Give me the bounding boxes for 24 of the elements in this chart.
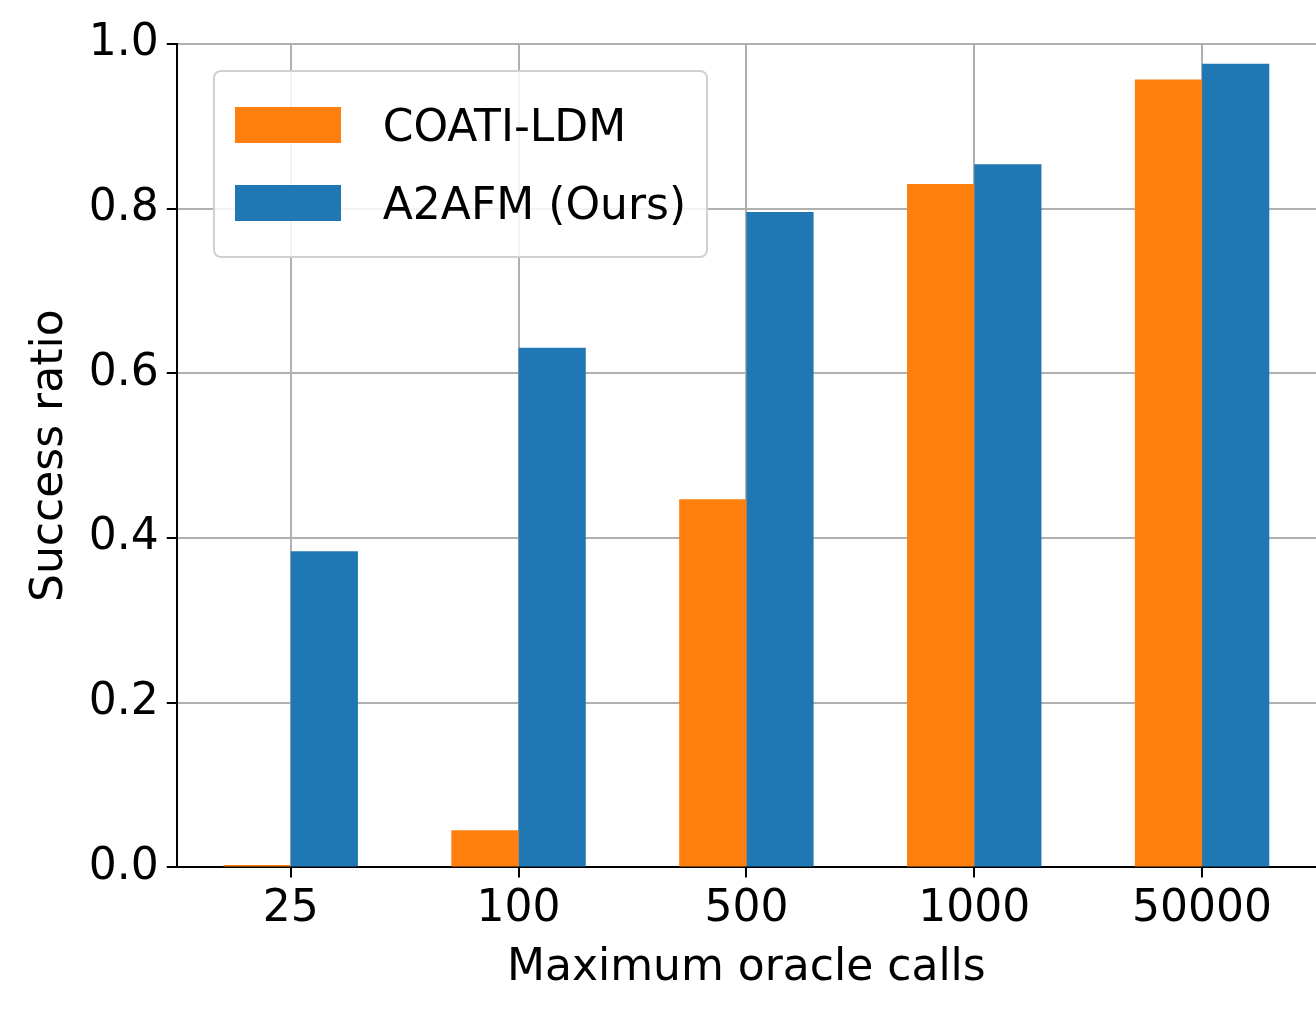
x-tick-label: 100: [476, 880, 561, 932]
legend-label: A2AFM (Ours): [382, 177, 687, 229]
bar: [746, 211, 814, 867]
y-tick-label: 0.8: [88, 179, 159, 231]
y-tick-label: 0.6: [88, 343, 159, 395]
y-tick-label: 1.0: [88, 14, 159, 66]
bar: [907, 183, 975, 867]
bar: [290, 551, 358, 867]
bar: [518, 347, 586, 867]
bar: [1134, 79, 1203, 867]
bar: [974, 164, 1042, 867]
x-tick-label: 25: [262, 880, 319, 932]
y-tick-label: 0.2: [88, 673, 159, 725]
bar: [451, 830, 519, 867]
x-axis-title: Maximum oracle calls: [507, 939, 986, 991]
y-tick-label: 0.0: [88, 837, 159, 889]
y-tick-label: 0.4: [88, 508, 159, 560]
x-tick-label: 1000: [918, 880, 1031, 932]
y-axis-title: Success ratio: [20, 309, 72, 602]
x-tick-label: 50000: [1132, 880, 1273, 932]
legend-label: COATI-LDM: [382, 99, 627, 151]
x-tick-label: 500: [704, 880, 789, 932]
bar: [679, 499, 747, 867]
bar: [1202, 63, 1270, 867]
